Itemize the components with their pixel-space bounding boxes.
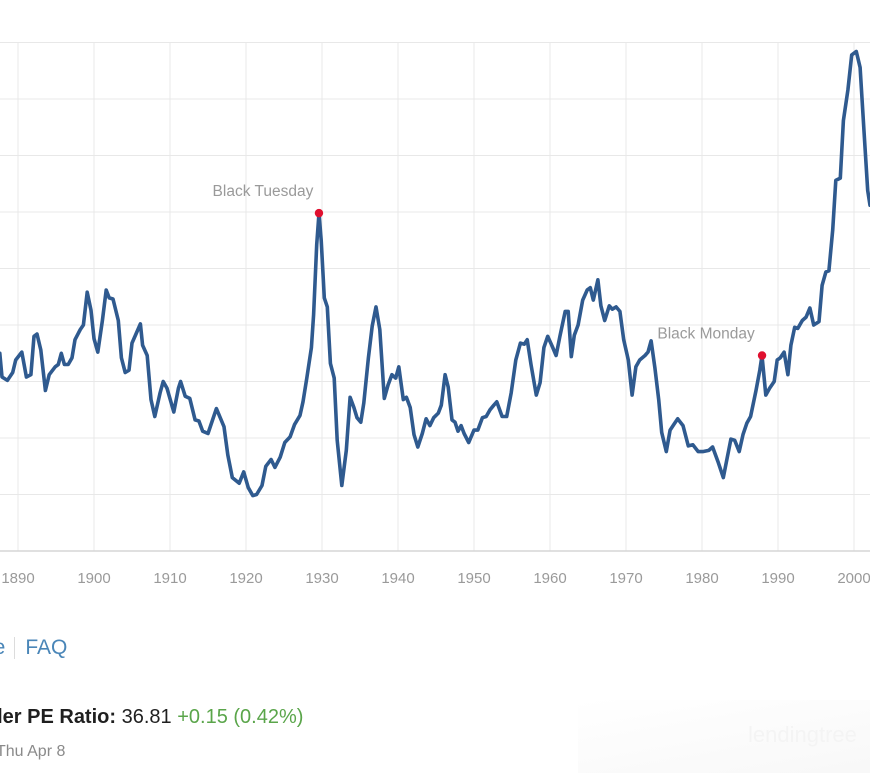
event-label-black-monday: Black Monday [657,326,755,343]
event-annotations: Black Tuesday Black Monday [213,183,767,360]
metric-date: Thu Apr 8 [0,743,66,760]
vertical-gridlines [17,42,855,551]
metric-change: +0.15 (0.42%) [177,706,304,728]
metric-label: iller PE Ratio: [0,706,117,728]
ad-banner[interactable]: lendingtree [578,700,870,773]
x-tick-label: 1890 [1,570,34,587]
series-line-shiller-pe[interactable] [0,49,870,498]
x-tick-label: 1970 [609,570,642,587]
page-links: le FAQ [0,636,67,660]
event-marker-black-tuesday[interactable] [314,208,324,218]
x-tick-label: 1990 [761,570,794,587]
x-tick-label: 1900 [77,570,110,587]
x-tick-label: 2000 [837,570,870,587]
current-metric: iller PE Ratio: 36.81 +0.15 (0.42%) [0,706,303,729]
table-link[interactable]: le [0,636,5,660]
metric-value: 36.81 [121,706,172,728]
faq-link[interactable]: FAQ [25,636,68,659]
event-label-black-tuesday: Black Tuesday [213,183,314,200]
link-separator [14,637,16,659]
ad-text: lendingtree [748,722,857,747]
x-tick-label: 1920 [229,570,262,587]
horizontal-gridlines [0,42,870,495]
shiller-pe-chart: 1890 1900 1910 1920 1930 1940 1950 1960 1970 1980… [0,42,870,587]
x-tick-label: 1930 [305,570,338,587]
event-marker-black-monday[interactable] [757,351,767,360]
x-tick-label: 1950 [457,570,490,587]
x-tick-label: 1910 [153,570,186,587]
x-tick-labels: 1890 1900 1910 1920 1930 1940 1950 1960 1970 1980… [1,570,870,587]
x-tick-label: 1940 [381,570,414,587]
x-tick-label: 1960 [533,570,566,587]
x-tick-label: 1980 [685,570,718,587]
